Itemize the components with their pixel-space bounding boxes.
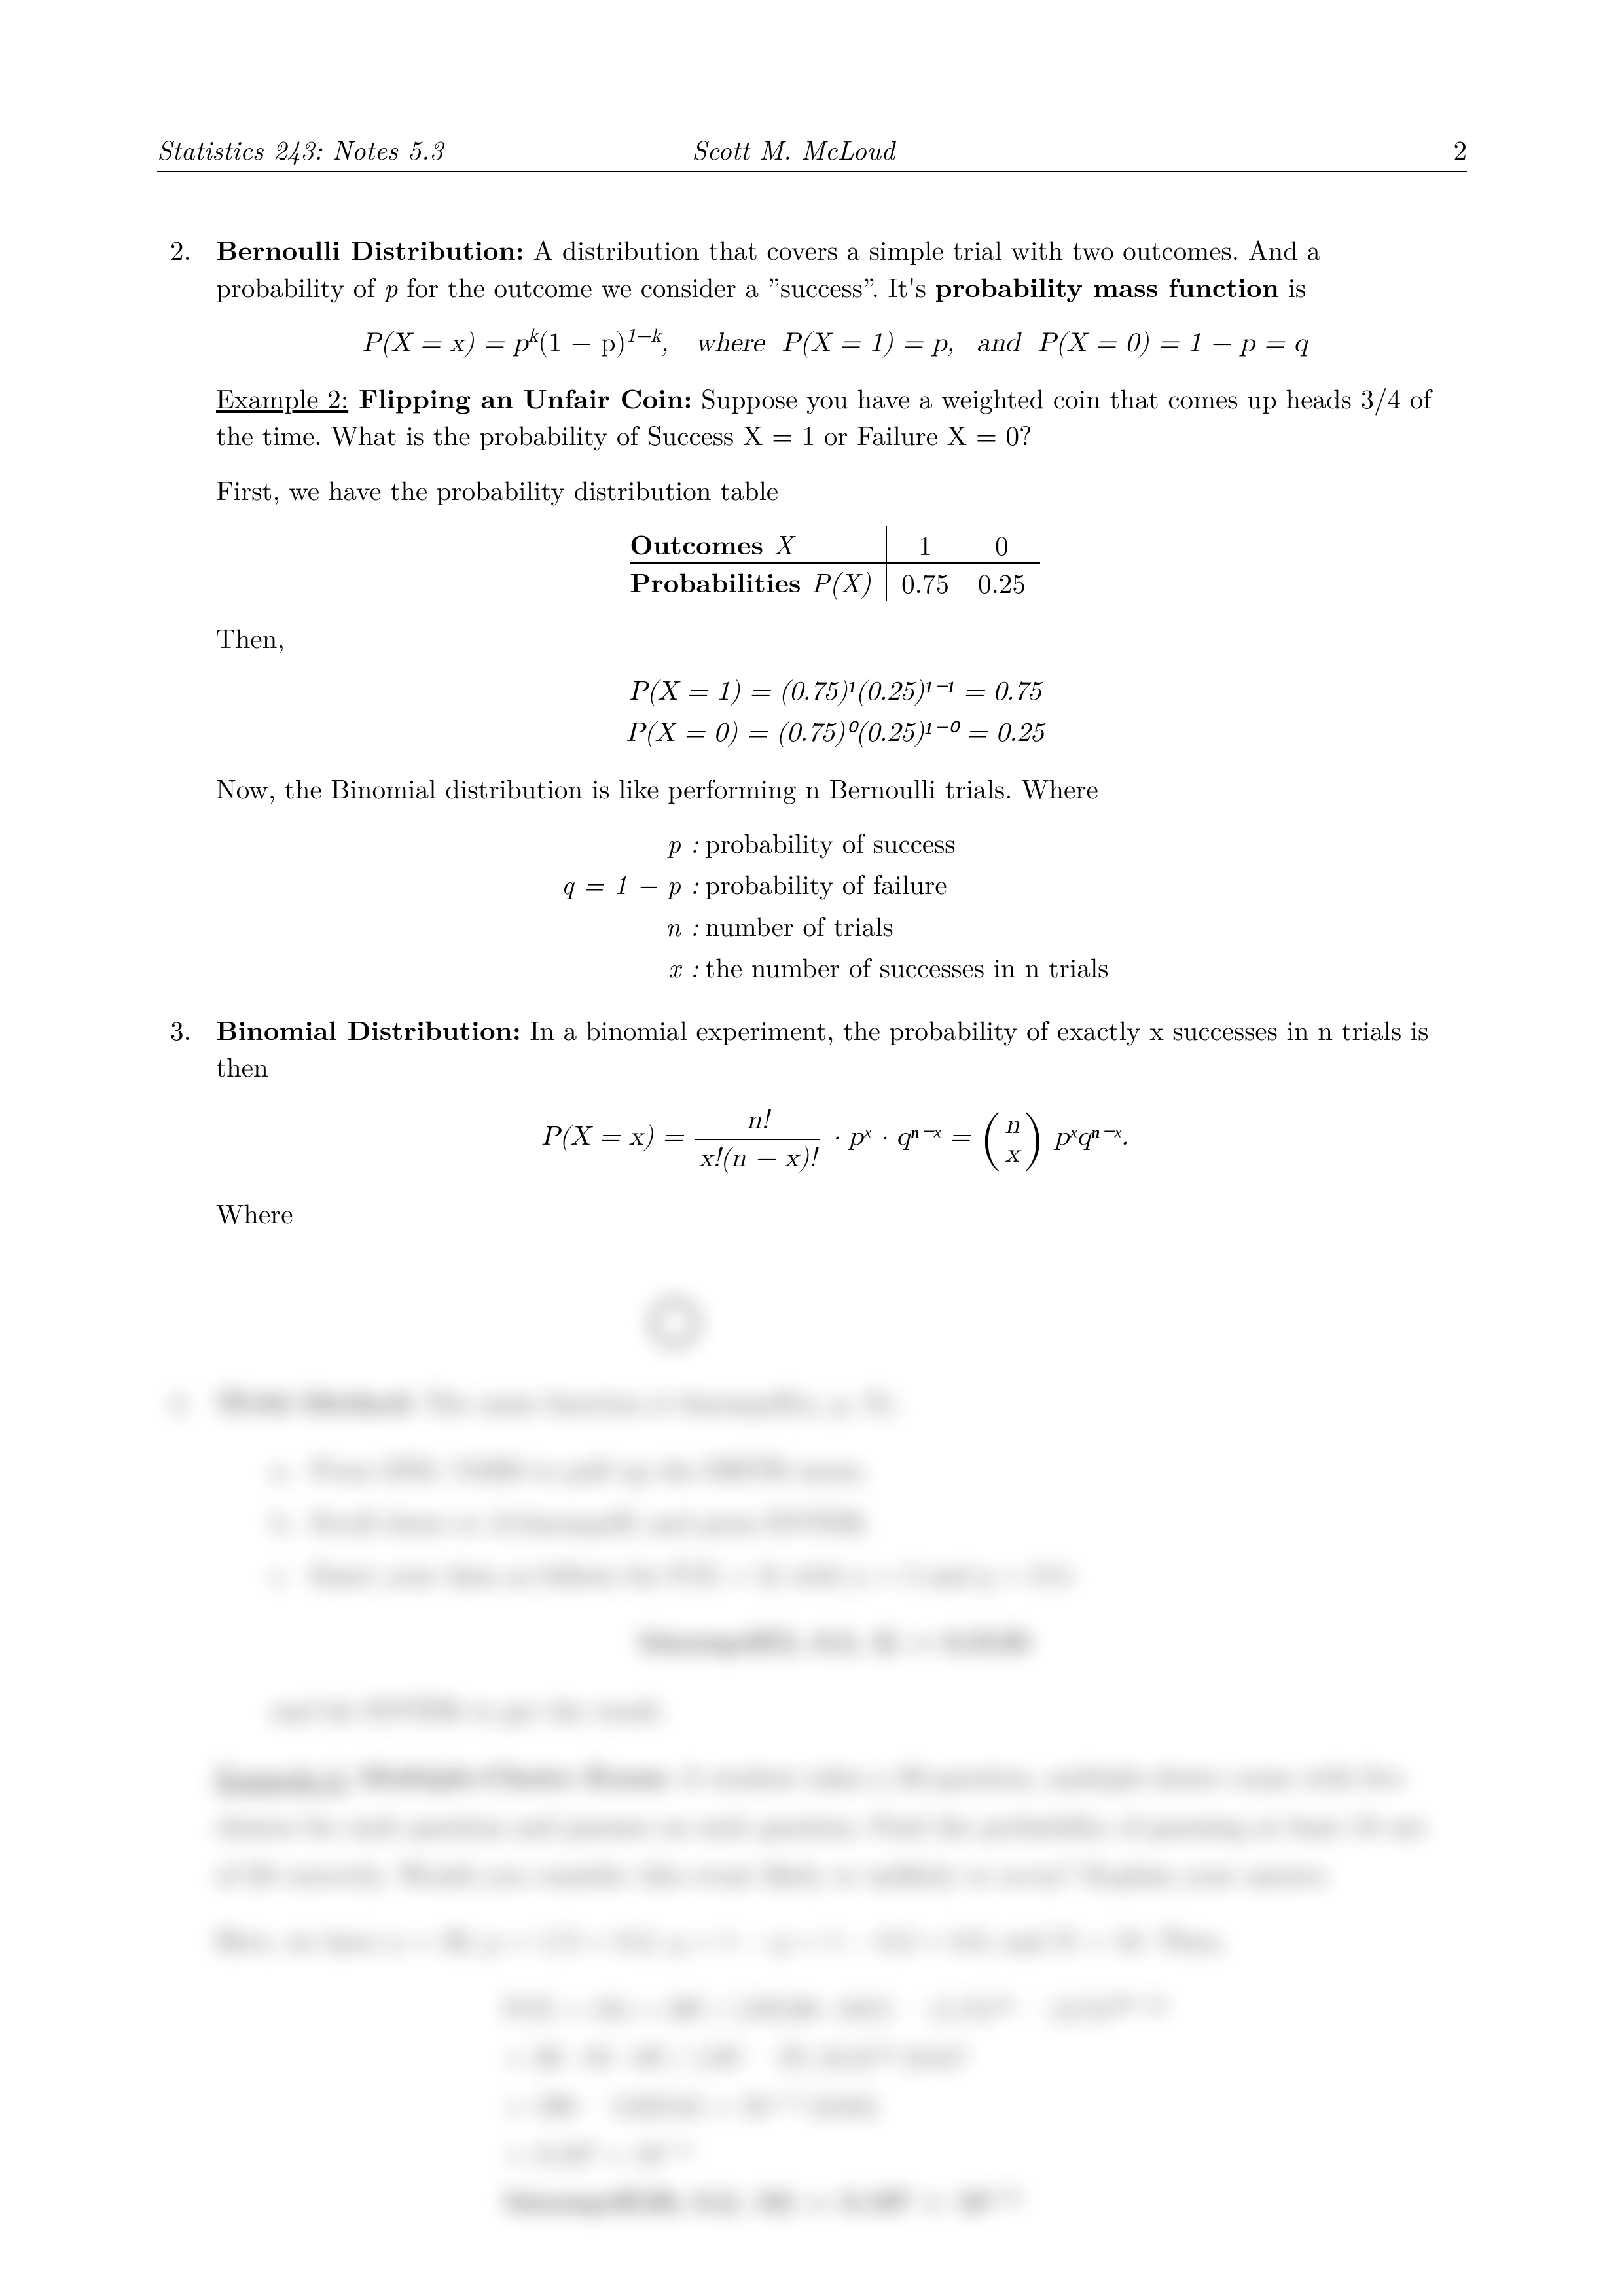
blurred-preview-region: ◯ 4. TI-84 Method: The main function is … <box>170 1275 1454 2244</box>
header-left: Statistics 243: Notes 5.3 <box>157 131 443 167</box>
header-author: Scott M. McLoud <box>443 131 1453 167</box>
header-rule <box>157 171 1467 172</box>
now-line: Now, the Binomial distribution is like p… <box>216 770 1454 806</box>
parameter-definitions: p : probability of success q = 1 − p : p… <box>216 824 1454 984</box>
then-label: Then, <box>216 619 1454 655</box>
bernoulli-pmf-equation: P(X = x) = pk(1 − p)1−k, where P(X = 1) … <box>216 323 1454 361</box>
section-3-number: 3. <box>170 1011 216 1249</box>
blur-big-calc: P(X = 18) = 20! / (18!(20−18)!) · (1/5)¹… <box>216 1983 1454 2225</box>
example-2-label: Example 2: <box>216 378 348 416</box>
header-page: 2 <box>1454 131 1468 167</box>
section-2-intro: Bernoulli Distribution: A distribution t… <box>216 231 1454 305</box>
section-2-number: 2. <box>170 231 216 984</box>
section-4: 4. TI-84 Method: The main function is bi… <box>170 1377 1454 2244</box>
binomial-pmf-equation: P(X = x) = n! x!(n − x)! · pˣ · qⁿ⁻ˣ = (… <box>216 1102 1454 1176</box>
section-3-title: Binomial Distribution: <box>216 1011 521 1049</box>
section-2-title: Bernoulli Distribution: <box>216 230 524 268</box>
example-2: Example 2: Flipping an Unfair Coin: Supp… <box>216 380 1454 453</box>
body: 2. Bernoulli Distribution: A distributio… <box>157 231 1467 2244</box>
blur-eq-1: ◯ <box>170 1275 1454 1357</box>
first-line: First, we have the probability distribut… <box>216 471 1454 507</box>
example-2-title: Flipping an Unfair Coin: <box>348 379 692 417</box>
running-header: Statistics 243: Notes 5.3 Scott M. McLou… <box>157 131 1467 167</box>
section-3-intro: Binomial Distribution: In a binomial exp… <box>216 1011 1454 1085</box>
section-3: 3. Binomial Distribution: In a binomial … <box>170 1011 1454 1249</box>
section-2: 2. Bernoulli Distribution: A distributio… <box>170 231 1454 984</box>
page: Statistics 243: Notes 5.3 Scott M. McLou… <box>0 0 1624 2296</box>
bernoulli-calc: P(X = 1) = (0.75)¹(0.25)¹⁻¹ = 0.75 P(X =… <box>216 673 1454 751</box>
probability-table: Outcomes X 1 0 Probabilities P(X) 0.75 0… <box>216 526 1454 601</box>
where-label: Where <box>216 1194 1454 1230</box>
